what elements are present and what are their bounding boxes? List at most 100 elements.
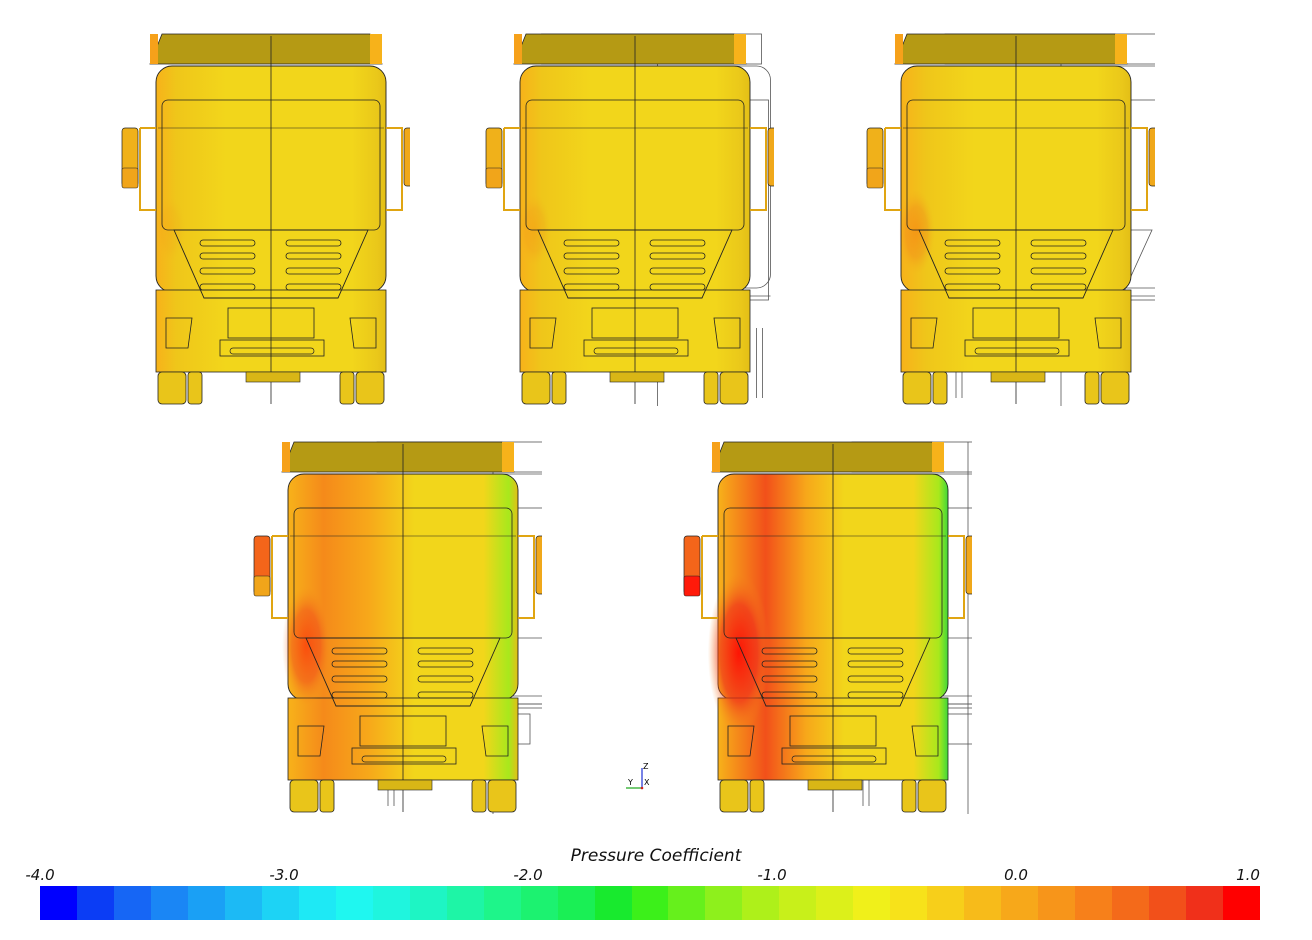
grille-slot (649, 252, 706, 260)
mirror-left (253, 535, 288, 619)
legend-swatch (335, 886, 373, 920)
legend-tick-label: -4.0 (25, 866, 55, 884)
grille-slot (331, 660, 388, 668)
grille-slot (563, 239, 620, 247)
grille-slot (649, 283, 706, 291)
legend-swatch (76, 886, 114, 920)
mirror-right (386, 127, 410, 211)
grille-slot (944, 239, 1001, 247)
grille-slot (331, 647, 388, 655)
legend-swatch (1186, 886, 1223, 920)
mirror-right (750, 127, 774, 211)
grille-slot (761, 691, 818, 699)
truck-view-3 (845, 28, 1155, 408)
legend-swatch (779, 886, 817, 920)
truck-view-2 (464, 28, 774, 408)
legend-swatch (705, 886, 743, 920)
grille-slot (563, 252, 620, 260)
truck-view-5 (662, 436, 972, 816)
legend-swatch (261, 886, 299, 920)
grille-slot (285, 239, 342, 247)
color-scale-bar (40, 886, 1260, 920)
grille-slot (285, 267, 342, 275)
legend-swatch (742, 886, 780, 920)
legend-swatch (594, 886, 632, 920)
legend-tick-label: -1.0 (757, 866, 787, 884)
axis-z-label: Z (643, 762, 649, 771)
truck-view-1 (100, 28, 410, 408)
legend-swatch (40, 886, 77, 920)
axes-triad-icon: Z Y X (620, 760, 654, 798)
grille-slot (847, 660, 904, 668)
grille-slot (1030, 239, 1087, 247)
truck-cab (513, 33, 751, 405)
legend-swatch (927, 886, 965, 920)
mirror-left (866, 127, 901, 211)
grille-slot (199, 252, 256, 260)
grille-slot (847, 691, 904, 699)
legend-swatch (224, 886, 262, 920)
grille-slot (1030, 267, 1087, 275)
grille-slot (761, 675, 818, 683)
grille-slot (847, 647, 904, 655)
grille-slot (285, 252, 342, 260)
legend-swatch (298, 886, 336, 920)
axis-y-label: Y (627, 778, 633, 787)
legend-swatch (150, 886, 188, 920)
grille-slot (417, 675, 474, 683)
grille-slot (944, 252, 1001, 260)
grille-slot (417, 691, 474, 699)
legend-swatch (853, 886, 891, 920)
legend-swatch (483, 886, 521, 920)
grille-slot (761, 660, 818, 668)
legend-tick-label: 1.0 (1236, 866, 1260, 884)
legend-title: Pressure Coefficient (570, 846, 742, 866)
legend-swatch (631, 886, 669, 920)
truck-cab (281, 441, 519, 813)
truck-view-4 (232, 436, 542, 816)
legend-swatch (520, 886, 558, 920)
mirror-right (518, 535, 542, 619)
grille-slot (199, 283, 256, 291)
grille-slot (944, 267, 1001, 275)
truck-cab (707, 441, 949, 813)
legend-swatch (372, 886, 410, 920)
legend-swatch (816, 886, 854, 920)
legend-swatch (446, 886, 484, 920)
legend-swatch (187, 886, 225, 920)
legend-swatch (113, 886, 151, 920)
legend-swatch (668, 886, 706, 920)
legend-swatch (1149, 886, 1187, 920)
mirror-right (1131, 127, 1155, 211)
truck-cab (149, 33, 387, 405)
legend-tick-label: 0.0 (1004, 866, 1028, 884)
legend-swatch (557, 886, 595, 920)
grille-slot (285, 283, 342, 291)
legend-swatch (409, 886, 447, 920)
legend-tick-label: -2.0 (513, 866, 543, 884)
legend-swatch (1112, 886, 1150, 920)
legend-swatch (1038, 886, 1076, 920)
grille-slot (199, 267, 256, 275)
legend-swatch (1223, 886, 1260, 920)
mirror-right (948, 535, 972, 619)
grille-slot (649, 239, 706, 247)
grille-slot (847, 675, 904, 683)
truck-cab (894, 33, 1132, 405)
mirror-left (485, 127, 520, 211)
grille-slot (649, 267, 706, 275)
grille-slot (944, 283, 1001, 291)
grille-slot (761, 647, 818, 655)
grille-slot (331, 675, 388, 683)
grille-slot (1030, 283, 1087, 291)
legend-swatch (1001, 886, 1039, 920)
legend-swatch (890, 886, 928, 920)
grille-slot (563, 283, 620, 291)
grille-slot (417, 647, 474, 655)
grille-slot (199, 239, 256, 247)
legend-tick-label: -3.0 (269, 866, 299, 884)
legend-swatch (1075, 886, 1113, 920)
mirror-left (121, 127, 156, 211)
grille-slot (563, 267, 620, 275)
axis-x-label: X (644, 778, 650, 787)
